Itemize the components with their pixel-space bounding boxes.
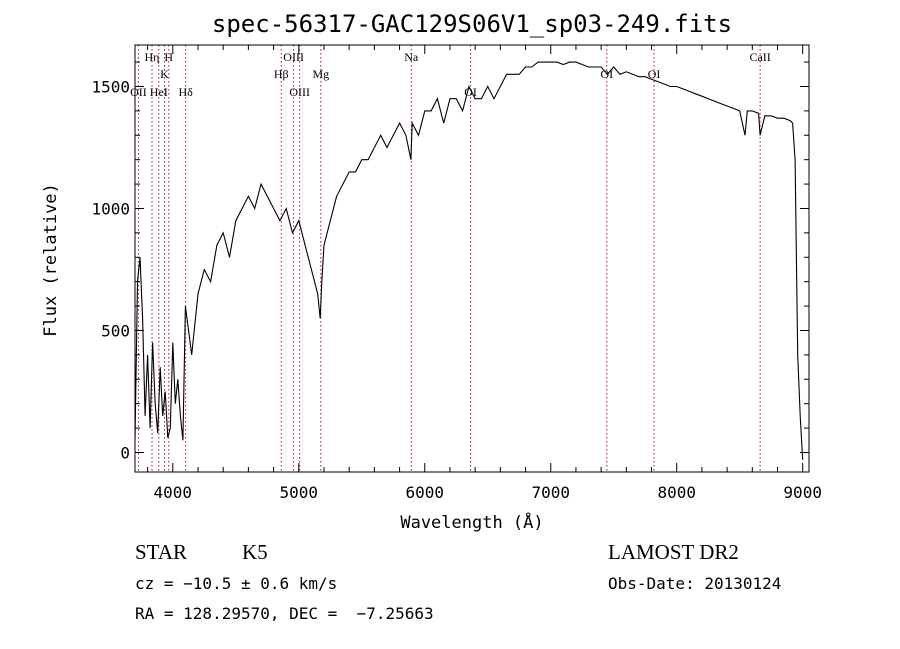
redshift-velocity: cz = −10.5 ± 0.6 km/s (135, 574, 338, 593)
y-tick-label: 1500 (91, 77, 130, 96)
x-tick-label: 9000 (783, 483, 822, 502)
spectral-line-label: Hη (145, 50, 160, 64)
x-tick-label: 5000 (280, 483, 319, 502)
spectral-line-label: Hβ (274, 67, 289, 81)
y-tick-label: 1000 (91, 199, 130, 218)
spectral-line-label: H (164, 50, 173, 64)
spectral-line-label: OIII (289, 85, 310, 99)
sky-coordinates: RA = 128.29570, DEC = −7.25663 (135, 604, 434, 623)
x-tick-label: 7000 (531, 483, 570, 502)
spectral-line-label: K (160, 67, 169, 81)
spectral-line-label: CaII (749, 50, 770, 64)
spectral-line-label: HeI (150, 85, 168, 99)
spectrum-line (134, 61, 804, 460)
y-axis-label: Flux (relative) (41, 183, 61, 337)
y-tick-label: 0 (120, 443, 130, 462)
observation-date: Obs-Date: 20130124 (608, 574, 782, 593)
spectral-line-label: Hδ (178, 85, 193, 99)
x-tick-label: 4000 (154, 483, 193, 502)
spectral-subclass: K5 (242, 540, 268, 564)
plot-frame (134, 44, 810, 473)
x-tick-label: 6000 (405, 483, 444, 502)
x-tick-label: 8000 (657, 483, 696, 502)
spectral-line-label: OI (648, 67, 661, 81)
chart-title: spec-56317-GAC129S06V1_sp03-249.fits (212, 10, 732, 38)
axis-ticks: 4000 5000 6000 7000 8000 9000 0 500 1000 1500 (91, 45, 822, 502)
y-tick-label: 500 (101, 321, 130, 340)
spectral-line-label: OIII (283, 50, 304, 64)
survey-name: LAMOST DR2 (608, 540, 739, 564)
spectral-line-label: Mg (312, 67, 329, 81)
spectral-line-label: Na (404, 50, 419, 64)
x-axis-label: Wavelength (Å) (400, 511, 543, 533)
spectral-line-label: OII (130, 85, 147, 99)
object-class: STAR (135, 540, 187, 564)
